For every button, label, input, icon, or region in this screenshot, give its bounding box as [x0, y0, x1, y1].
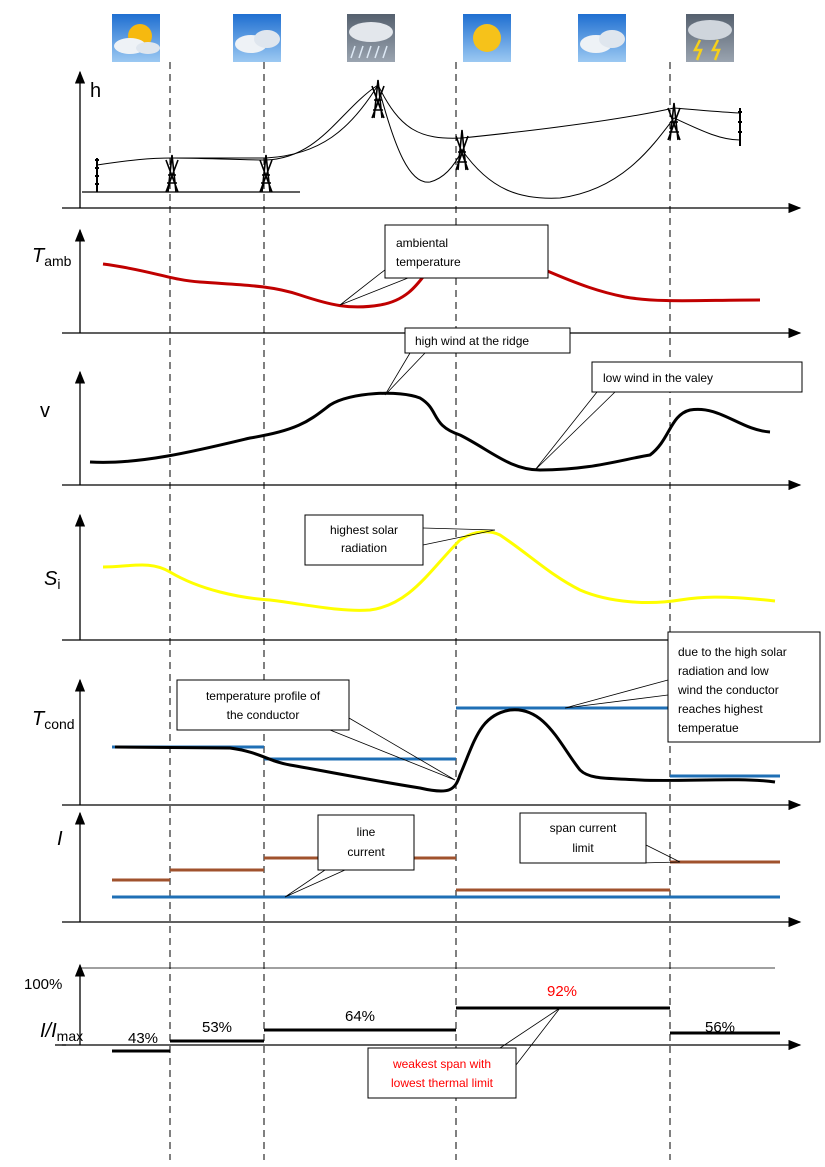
- ratio-label: 56%: [705, 1019, 735, 1036]
- callout-text: due to the high solar: [678, 645, 787, 659]
- callout-text: weakest span with: [392, 1057, 491, 1071]
- ratio-label: 43%: [128, 1030, 158, 1047]
- callout-text: temperature: [396, 255, 461, 269]
- callout: due to the high solar radiation and low …: [565, 632, 820, 742]
- callout: highest solar radiation: [305, 515, 495, 565]
- callout-text: span current: [550, 821, 617, 835]
- callout: weakest span with lowest thermal limit: [368, 1008, 560, 1098]
- callout-text: high wind at the ridge: [415, 334, 529, 348]
- callout-text: low wind in the valey: [603, 371, 713, 385]
- axis-labels: h Tamb v Si Tcond I I/Imax 100%: [24, 80, 101, 1044]
- ratio-label: 92%: [547, 983, 577, 1000]
- axis-label: Tamb: [32, 245, 72, 269]
- callout: high wind at the ridge: [385, 328, 570, 395]
- axis-label: h: [90, 80, 101, 102]
- reference-label: 100%: [24, 976, 62, 993]
- callout-text: radiation and low: [678, 664, 769, 678]
- load-ratio-labels: 43% 53% 64% 92% 56%: [128, 983, 735, 1047]
- callout-text: ambiental: [396, 236, 448, 250]
- axis-label: I: [57, 828, 63, 850]
- solar-radiation-curve: [103, 532, 775, 611]
- callout-text: highest solar: [330, 523, 398, 537]
- callout-text: current: [347, 845, 385, 859]
- callout: line current: [285, 815, 414, 897]
- callout-text: lowest thermal limit: [391, 1076, 494, 1090]
- axis-label: v: [40, 400, 50, 422]
- transmission-line: [82, 80, 742, 198]
- callout-text: reaches highest: [678, 702, 763, 716]
- callout: low wind in the valey: [535, 362, 802, 470]
- callout-text: wind the conductor: [677, 683, 779, 697]
- ratio-label: 53%: [202, 1019, 232, 1036]
- callout-text: temperature profile of: [206, 689, 321, 703]
- callout-text: limit: [572, 841, 594, 855]
- axis-label: I/Imax: [40, 1020, 83, 1044]
- weather-icons: [112, 14, 734, 62]
- diagram: h Tamb v Si Tcond I I/Imax 100% 43% 53% …: [0, 0, 825, 1167]
- callout-text: temperatue: [678, 721, 739, 735]
- wind-speed-curve: [90, 393, 770, 470]
- callout-text: the conductor: [227, 708, 300, 722]
- axis-label: Si: [44, 568, 60, 592]
- callout: span current limit: [520, 813, 680, 863]
- callout-text: radiation: [341, 541, 387, 555]
- axes: [55, 72, 800, 1045]
- callout: ambiental temperature: [340, 225, 548, 305]
- ratio-label: 64%: [345, 1008, 375, 1025]
- span-current-limits: [112, 858, 780, 890]
- callout-text: line: [357, 825, 376, 839]
- callout: temperature profile of the conductor: [177, 680, 455, 780]
- axis-label: Tcond: [32, 708, 75, 732]
